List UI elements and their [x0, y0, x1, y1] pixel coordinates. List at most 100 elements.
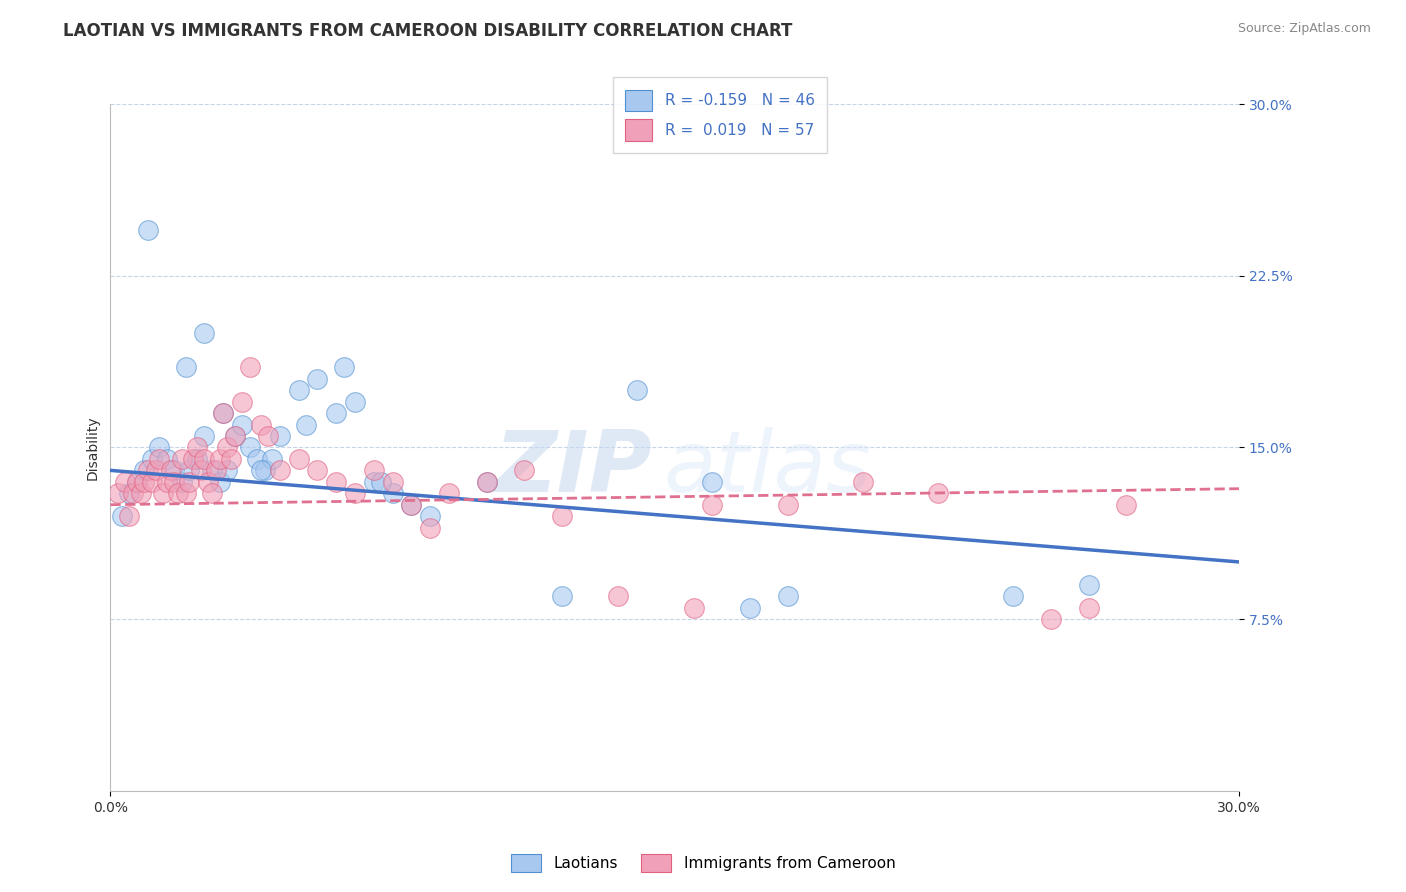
Point	[231, 417, 253, 432]
Point	[257, 429, 280, 443]
Point	[363, 475, 385, 489]
Point	[148, 452, 170, 467]
Point	[295, 417, 318, 432]
Point	[307, 463, 329, 477]
Point	[419, 509, 441, 524]
Point	[111, 509, 134, 524]
Point	[208, 475, 231, 489]
Y-axis label: Disability: Disability	[86, 415, 100, 480]
Point	[118, 486, 141, 500]
Point	[250, 463, 273, 477]
Point	[343, 486, 366, 500]
Point	[125, 475, 148, 489]
Point	[551, 589, 574, 603]
Point	[134, 475, 156, 489]
Point	[513, 463, 536, 477]
Point	[208, 452, 231, 467]
Point	[114, 475, 136, 489]
Point	[269, 429, 291, 443]
Point	[343, 394, 366, 409]
Point	[224, 429, 246, 443]
Point	[148, 441, 170, 455]
Point	[332, 360, 354, 375]
Point	[107, 486, 129, 500]
Point	[179, 463, 201, 477]
Point	[852, 475, 875, 489]
Point	[186, 441, 208, 455]
Point	[475, 475, 498, 489]
Point	[551, 509, 574, 524]
Point	[1115, 498, 1137, 512]
Point	[287, 384, 309, 398]
Point	[125, 475, 148, 489]
Point	[287, 452, 309, 467]
Point	[269, 463, 291, 477]
Point	[776, 589, 799, 603]
Point	[927, 486, 949, 500]
Point	[401, 498, 423, 512]
Point	[370, 475, 392, 489]
Point	[136, 463, 159, 477]
Text: Source: ZipAtlas.com: Source: ZipAtlas.com	[1237, 22, 1371, 36]
Point	[607, 589, 630, 603]
Point	[215, 441, 238, 455]
Point	[145, 463, 167, 477]
Point	[174, 486, 197, 500]
Point	[363, 463, 385, 477]
Point	[776, 498, 799, 512]
Point	[204, 463, 226, 477]
Point	[702, 475, 724, 489]
Point	[381, 475, 404, 489]
Point	[219, 452, 242, 467]
Text: ZIP: ZIP	[495, 426, 652, 509]
Point	[325, 475, 347, 489]
Point	[156, 475, 179, 489]
Legend: Laotians, Immigrants from Cameroon: Laotians, Immigrants from Cameroon	[503, 846, 903, 880]
Point	[738, 600, 761, 615]
Point	[197, 475, 219, 489]
Point	[156, 452, 179, 467]
Point	[118, 509, 141, 524]
Point	[201, 463, 224, 477]
Point	[129, 486, 152, 500]
Point	[475, 475, 498, 489]
Point	[193, 429, 215, 443]
Point	[325, 406, 347, 420]
Point	[174, 360, 197, 375]
Point	[141, 475, 163, 489]
Point	[262, 452, 284, 467]
Point	[122, 486, 145, 500]
Point	[141, 452, 163, 467]
Point	[136, 223, 159, 237]
Point	[212, 406, 235, 420]
Point	[419, 520, 441, 534]
Text: atlas: atlas	[664, 426, 872, 509]
Point	[253, 463, 276, 477]
Point	[381, 486, 404, 500]
Point	[239, 360, 262, 375]
Point	[181, 452, 204, 467]
Point	[1077, 578, 1099, 592]
Point	[437, 486, 460, 500]
Point	[401, 498, 423, 512]
Legend: R = -0.159   N = 46, R =  0.019   N = 57: R = -0.159 N = 46, R = 0.019 N = 57	[613, 78, 827, 153]
Point	[626, 384, 648, 398]
Point	[239, 441, 262, 455]
Text: LAOTIAN VS IMMIGRANTS FROM CAMEROON DISABILITY CORRELATION CHART: LAOTIAN VS IMMIGRANTS FROM CAMEROON DISA…	[63, 22, 793, 40]
Point	[1002, 589, 1025, 603]
Point	[307, 372, 329, 386]
Point	[1039, 612, 1062, 626]
Point	[163, 475, 186, 489]
Point	[170, 475, 193, 489]
Point	[152, 486, 174, 500]
Point	[186, 452, 208, 467]
Point	[159, 463, 181, 477]
Point	[224, 429, 246, 443]
Point	[193, 326, 215, 340]
Point	[215, 463, 238, 477]
Point	[231, 394, 253, 409]
Point	[190, 463, 212, 477]
Point	[250, 417, 273, 432]
Point	[179, 475, 201, 489]
Point	[1077, 600, 1099, 615]
